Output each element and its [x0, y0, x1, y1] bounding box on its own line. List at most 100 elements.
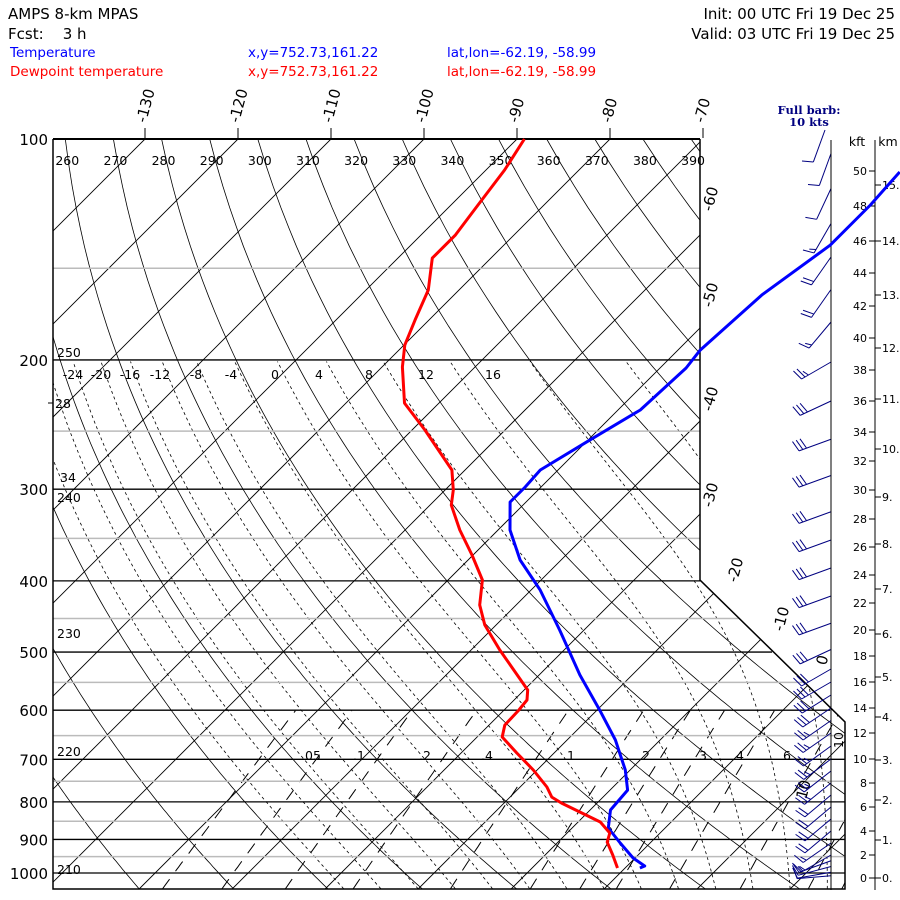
pressure-tick-label: 200	[19, 352, 48, 370]
height-axes: 5048464442403836343230282624222018161412…	[830, 140, 900, 890]
isotherm-label-side: -20	[723, 556, 747, 584]
mixing-ratio-label: .4	[481, 748, 493, 763]
dry-adiabat-label: 370	[585, 153, 609, 168]
legend-temperature-latlon: lat,lon=-62.19, -58.99	[447, 45, 596, 61]
isotherm	[324, 139, 845, 889]
km-tick-label: 13.	[882, 289, 900, 302]
moist-adiabat	[529, 361, 791, 889]
wind-barb	[792, 622, 832, 636]
pressure-tick-label: 800	[19, 794, 48, 812]
isotherm-label-top: -100	[412, 87, 438, 125]
wind-barb	[792, 860, 832, 873]
wind-barbs	[791, 129, 832, 880]
pressure-tick-label: 400	[19, 573, 48, 591]
kft-tick-label: 32	[853, 455, 867, 468]
km-tick-label: 10.	[882, 443, 900, 456]
km-tick-label: 8.	[882, 538, 893, 551]
moist-adiabat	[449, 361, 754, 889]
mixing-ratio-label: 1	[567, 748, 575, 763]
kft-tick-label: 12	[853, 727, 867, 740]
pressure-tick-label: 100	[19, 131, 48, 149]
moist-adiabat	[196, 361, 568, 889]
isotherm	[603, 139, 845, 889]
moist-adiabat	[53, 361, 345, 889]
model-title: AMPS 8-km MPAS	[8, 5, 138, 23]
dry-adiabat	[257, 139, 845, 889]
mixing-ratio-line	[615, 710, 725, 889]
dry-adiabat	[401, 139, 845, 889]
moist-adiabat	[382, 361, 717, 889]
dry-adiabat-label: 330	[392, 153, 416, 168]
wind-barb	[792, 539, 832, 553]
wind-barb	[793, 681, 832, 700]
kft-tick-label: 40	[853, 332, 867, 345]
isotherm-label-top: -70	[691, 96, 715, 124]
dry-adiabat	[209, 139, 801, 889]
moist-adiabat-label: -8	[190, 367, 203, 382]
isotherm-label-side: -10	[769, 605, 793, 633]
wind-key-line1: Full barb:	[778, 103, 841, 117]
wind-barb	[794, 720, 832, 741]
wind-barb	[794, 745, 832, 767]
legend-dewpoint: Dewpoint temperature	[10, 64, 163, 80]
isotherm-label-top: -90	[505, 96, 529, 124]
wind-key-barb-icon	[801, 129, 826, 163]
kft-tick-label: 50	[853, 165, 867, 178]
moist-adiabat	[861, 362, 900, 889]
temperature-line	[508, 171, 900, 870]
dry-adiabat	[450, 139, 845, 889]
wind-barb	[798, 321, 832, 349]
dry-adiabat	[0, 139, 45, 889]
dry-adiabat	[786, 139, 845, 889]
dry-adiabat-label: 210	[57, 862, 81, 877]
kft-tick-label: 10	[853, 753, 867, 766]
moist-adiabat-label: -12	[150, 367, 170, 382]
isotherm	[53, 139, 611, 889]
isotherm	[0, 139, 52, 889]
wind-barb	[793, 854, 832, 873]
kft-axis-title: kft	[849, 134, 865, 149]
wind-barb	[795, 806, 832, 830]
wind-barb	[791, 865, 832, 876]
kft-tick-label: 48	[853, 200, 867, 213]
extra-label: 28	[55, 396, 71, 411]
km-tick-label: 4.	[882, 711, 893, 724]
wind-barb	[795, 818, 832, 842]
mixing-ratio-label: .2	[419, 748, 431, 763]
pressure-tick-label: 300	[19, 481, 48, 499]
kft-tick-label: 16	[853, 676, 867, 689]
kft-tick-label: 6	[860, 801, 867, 814]
kft-tick-label: 18	[853, 650, 867, 663]
kft-tick-label: 36	[853, 395, 867, 408]
km-tick-label: 9.	[882, 491, 893, 504]
mixing-ratio-line	[739, 710, 841, 889]
moist-adiabat-label: 16	[485, 367, 501, 382]
dry-adiabat-label: 320	[344, 153, 368, 168]
plot-frame	[52, 138, 846, 890]
mixing-ratio-label: 4	[736, 748, 744, 763]
moist-adiabat-label: -16	[120, 367, 140, 382]
dry-adiabat	[353, 139, 845, 889]
kft-tick-label: 42	[853, 300, 867, 313]
dry-adiabat-label: 300	[248, 153, 272, 168]
kft-tick-label: 2	[860, 849, 867, 862]
isotherm-label-top: -120	[226, 87, 252, 125]
kft-tick-label: 26	[853, 541, 867, 554]
isotherm-label-side: -60	[698, 185, 722, 213]
pressure-tick-label: 500	[19, 644, 48, 662]
mixing-ratio-label: .1	[353, 748, 365, 763]
pressure-tick-label: 1000	[10, 865, 48, 883]
dry-adiabat-label: 220	[57, 744, 81, 759]
kft-tick-label: 4	[860, 825, 867, 838]
moist-adiabat-label: 0	[271, 367, 279, 382]
isotherm	[53, 139, 425, 889]
kft-tick-label: 44	[853, 267, 867, 280]
mixing-ratio-line	[284, 710, 413, 889]
mixing-ratio-line	[449, 710, 569, 889]
mixing-ratio-line	[529, 710, 644, 889]
isotherm-label-top: -110	[319, 87, 345, 125]
dry-adiabat-label: 230	[57, 626, 81, 641]
kft-tick-label: 0	[860, 872, 867, 885]
